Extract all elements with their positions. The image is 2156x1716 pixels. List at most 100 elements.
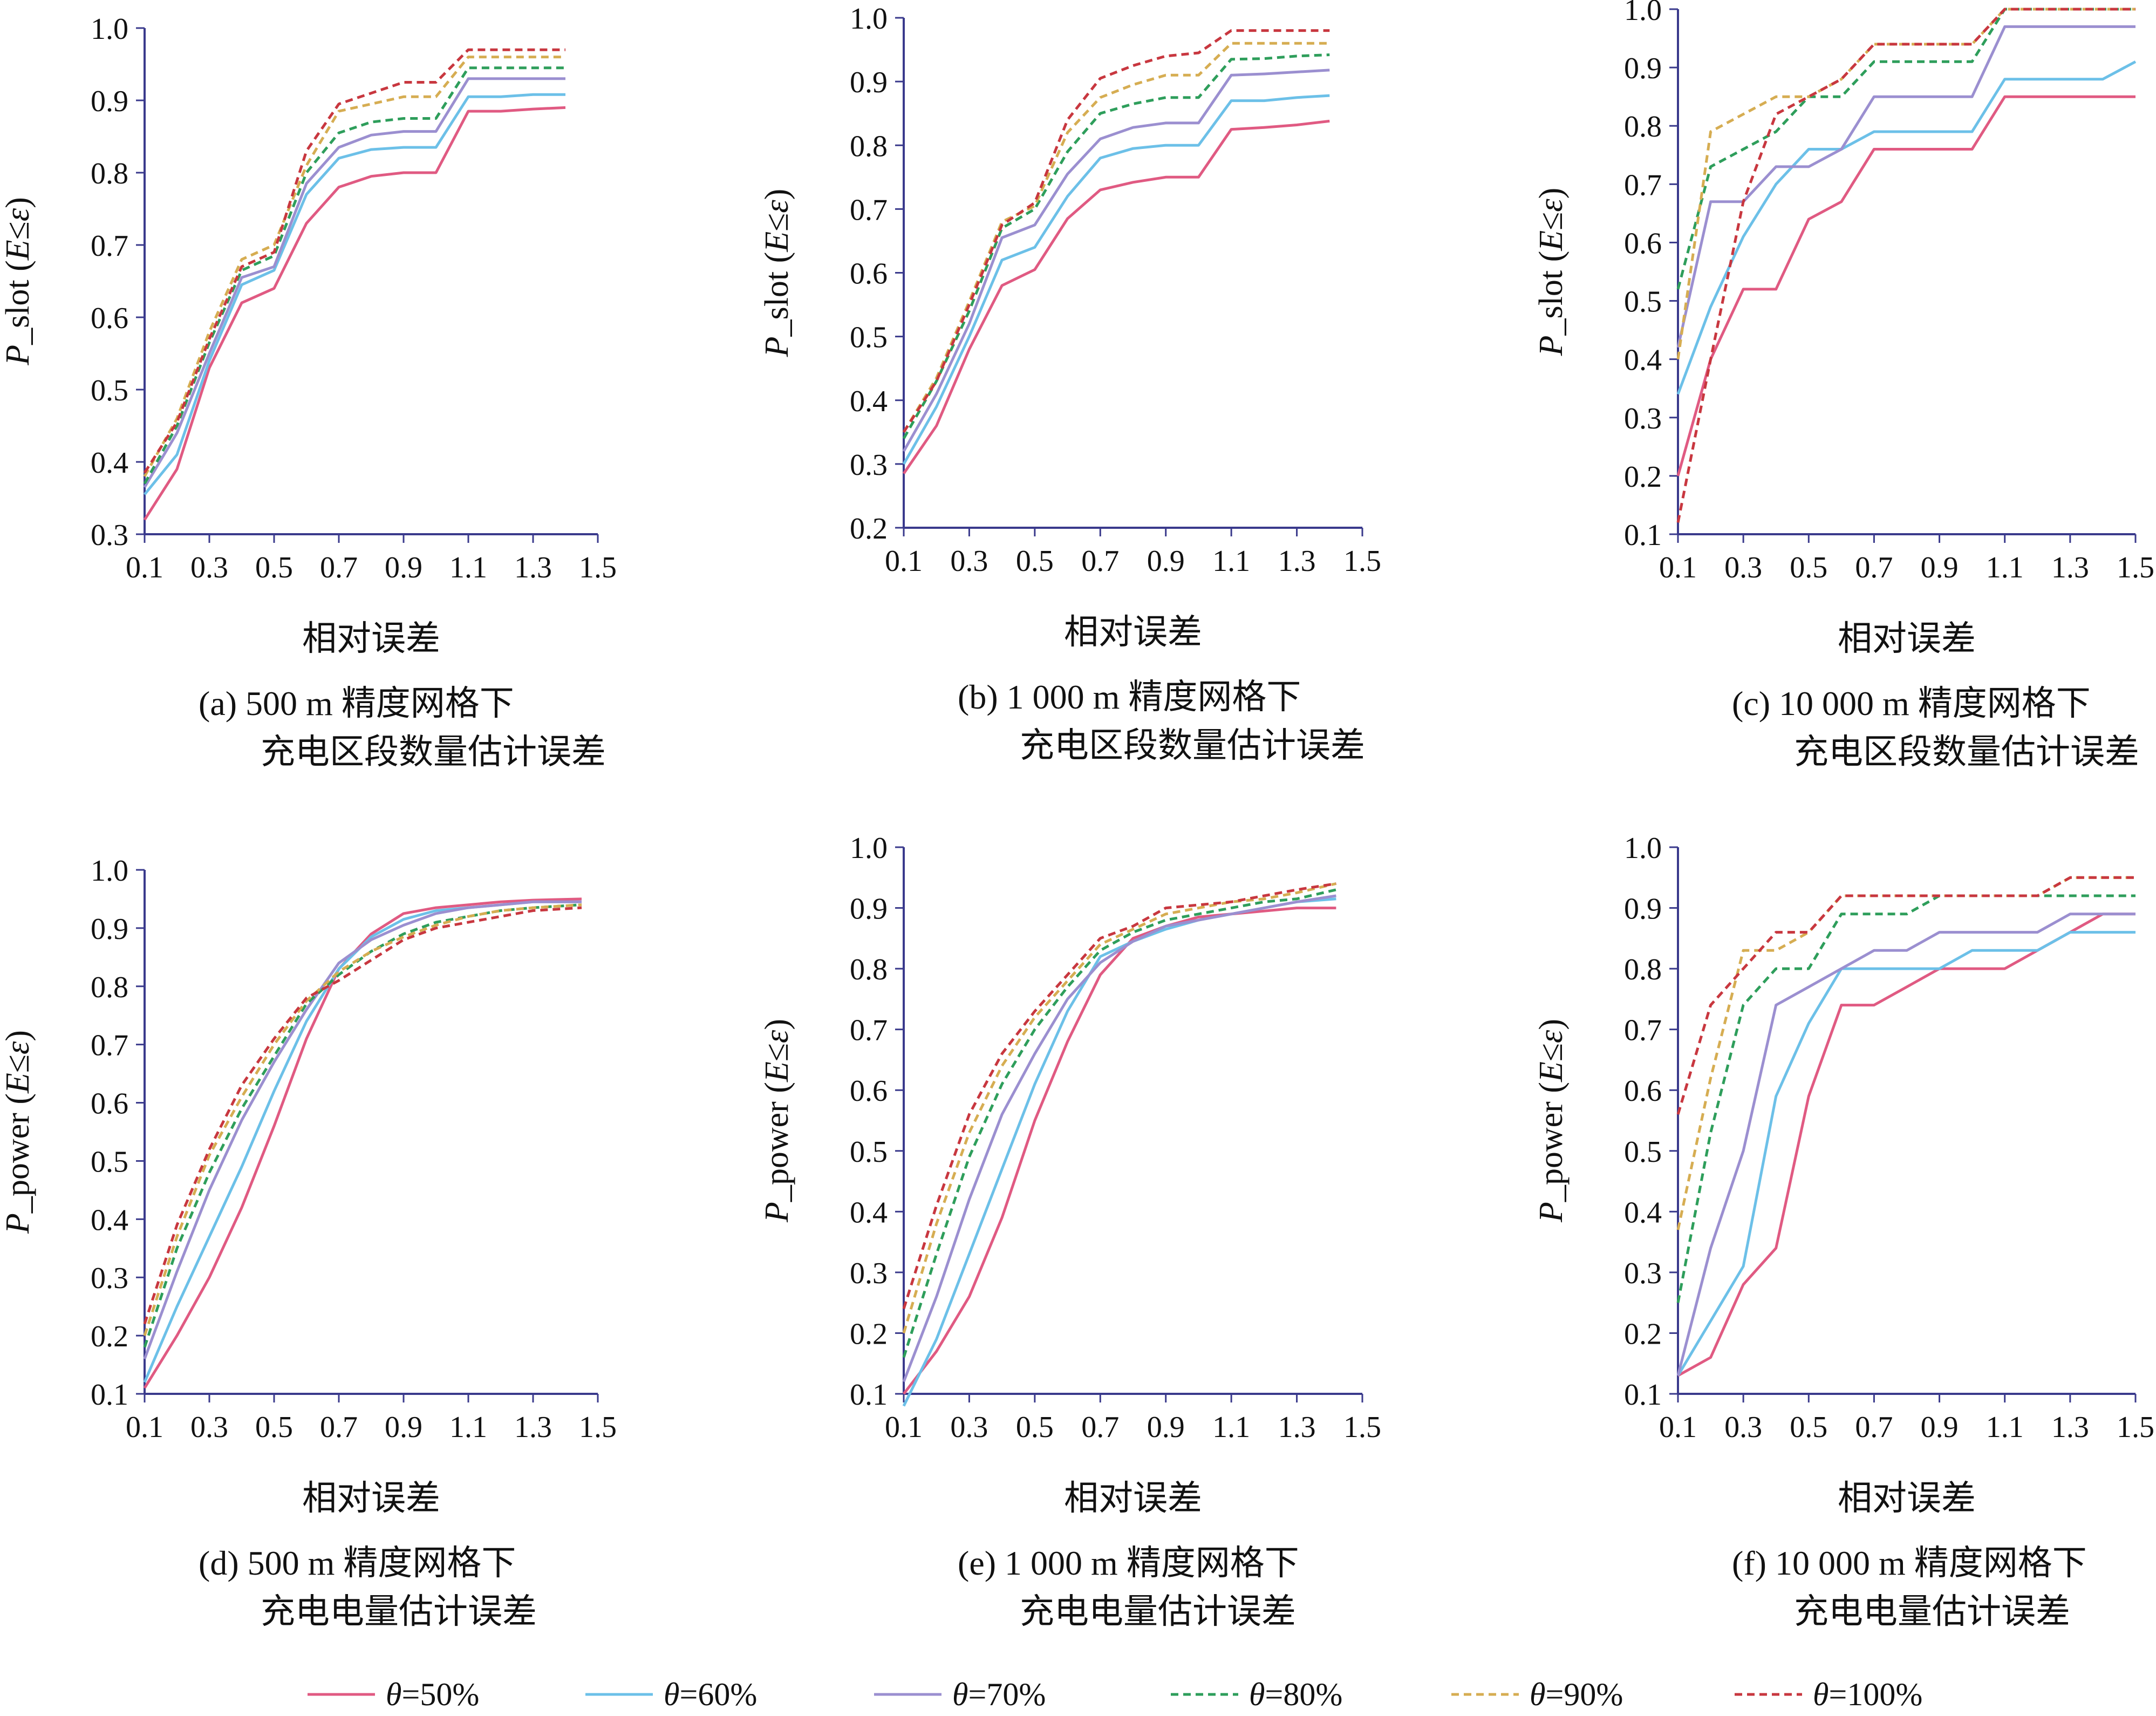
- x-tick-label: 0.7: [320, 551, 358, 584]
- y-axis-title-part: ≤: [759, 1043, 795, 1061]
- y-axis-title-part: E: [0, 1073, 36, 1094]
- y-axis-title-part: ≤: [0, 221, 36, 240]
- y-tick-label: 1.0: [91, 12, 128, 46]
- y-tick-label: 0.7: [850, 1014, 888, 1047]
- series-line-theta-90: [902, 882, 1336, 1334]
- x-tick-label: 0.9: [1921, 1411, 1959, 1444]
- chart-panel-d: 0.1 0.2 0.3 0.4 0.5 0.6 0.7 0.8 0.9 1.0 0.1 0.3 0.5 0…: [0, 854, 617, 1631]
- x-tick-label: 1.3: [514, 1411, 552, 1444]
- x-tick-label: 1.3: [1278, 1411, 1316, 1444]
- legend-value: =80%: [1265, 1677, 1342, 1712]
- y-tick-label: 0.6: [850, 257, 888, 291]
- y-axis-title-part: P: [0, 345, 36, 366]
- x-tick-label: 1.5: [579, 1411, 617, 1444]
- y-tick-label: 0.5: [1624, 1135, 1662, 1169]
- y-axis-title-part: E: [0, 240, 36, 261]
- series-line-theta-80: [143, 903, 582, 1348]
- series-line-theta-70: [143, 77, 565, 488]
- y-tick-label: 0.6: [91, 1087, 128, 1121]
- y-axis-title-part: ε: [1533, 1030, 1570, 1043]
- y-tick-label: 0.2: [850, 512, 888, 546]
- y-tick-label: 1.0: [850, 2, 888, 36]
- x-tick-label: 0.9: [385, 1411, 422, 1444]
- y-axis-title-part: _power (: [0, 1093, 36, 1214]
- y-axis-title-part: _slot (: [0, 260, 36, 345]
- y-tick-label: 0.6: [1624, 1074, 1662, 1108]
- y-axis-title-part: ε: [0, 1041, 36, 1054]
- y-tick-label: 0.2: [1624, 460, 1662, 494]
- series-line-theta-60: [144, 93, 565, 495]
- series-line-theta-60: [902, 897, 1336, 1407]
- series-line-theta-80: [1676, 8, 2135, 290]
- caption-line-1: (c) 10 000 m 精度网格下: [1732, 684, 2091, 723]
- x-axis-title: 相对误差: [1838, 1479, 1976, 1517]
- x-tick-label: 0.3: [1724, 551, 1762, 584]
- legend-value: =90%: [1545, 1677, 1623, 1712]
- y-tick-label: 1.0: [1624, 832, 1662, 865]
- y-tick-label: 0.4: [91, 1203, 128, 1237]
- y-tick-label: 0.1: [1624, 519, 1662, 552]
- x-tick-label: 0.9: [1147, 544, 1185, 578]
- y-axis-title-part: E: [759, 231, 795, 253]
- x-axis-title: 相对误差: [302, 619, 440, 658]
- y-tick-label: 0.4: [850, 385, 888, 418]
- legend-value: =70%: [968, 1677, 1046, 1712]
- caption-line-2: 充电区段数量估计误差: [261, 733, 606, 771]
- y-tick-label: 0.3: [850, 1257, 888, 1290]
- y-axis-title-part: P: [759, 1202, 795, 1223]
- x-tick-label: 1.3: [1278, 544, 1316, 578]
- x-tick-label: 0.3: [1724, 1411, 1762, 1444]
- y-tick-label: 0.2: [1624, 1317, 1662, 1351]
- x-tick-label: 0.1: [126, 551, 163, 584]
- series-line-theta-50: [902, 119, 1330, 475]
- y-tick-label: 0.9: [1624, 893, 1662, 926]
- series-line-theta-60: [1676, 931, 2135, 1377]
- chart-panel-e: 0.1 0.2 0.3 0.4 0.5 0.6 0.7 0.8 0.9 1.0 0.1 0.3 0.5 0…: [759, 832, 1381, 1631]
- y-tick-label: 0.9: [850, 893, 888, 926]
- series-line-theta-50: [903, 907, 1336, 1395]
- legend-symbol: θ: [1249, 1677, 1265, 1712]
- y-tick-label: 0.5: [850, 321, 888, 355]
- x-tick-label: 0.9: [385, 551, 422, 584]
- y-axis-title-part: P: [1533, 1202, 1570, 1223]
- legend-label: θ=50%: [386, 1677, 479, 1712]
- y-tick-label: 0.8: [1624, 953, 1662, 986]
- legend: θ=50% θ=60% θ=70% θ=80% θ=90% θ=100%: [308, 1677, 1922, 1712]
- y-tick-label: 0.5: [91, 374, 128, 407]
- y-tick-label: 0.6: [1624, 227, 1662, 260]
- y-tick-label: 0.4: [91, 446, 128, 480]
- y-tick-label: 0.3: [1624, 1257, 1662, 1290]
- caption-line-2: 充电电量估计误差: [261, 1592, 537, 1631]
- y-tick-label: 0.9: [1624, 52, 1662, 85]
- y-tick-label: 0.3: [850, 448, 888, 482]
- y-axis-title-part: ): [759, 189, 795, 200]
- x-tick-label: 1.3: [514, 551, 552, 584]
- x-tick-label: 0.1: [1659, 551, 1697, 584]
- x-axis-title: 相对误差: [1064, 613, 1202, 651]
- y-axis-title-part: ε: [759, 1030, 795, 1043]
- legend-label: θ=80%: [1249, 1677, 1342, 1712]
- series-line-theta-100: [143, 906, 582, 1325]
- chart-panel-a: 0.30.40.50.60.70.80.91.00.1 0.3 0.5 0.7 0.9 1…: [0, 12, 617, 771]
- legend-value: =50%: [401, 1677, 479, 1712]
- y-axis-title-part: _power (: [1533, 1082, 1570, 1202]
- x-tick-label: 1.1: [449, 551, 487, 584]
- caption-line-1: (d) 500 m 精度网格下: [199, 1544, 516, 1582]
- y-tick-label: 0.9: [91, 913, 128, 946]
- x-tick-label: 1.1: [449, 1411, 487, 1444]
- y-tick-label: 0.8: [91, 971, 128, 1004]
- x-tick-label: 1.5: [2117, 1411, 2154, 1444]
- x-tick-label: 0.7: [1855, 551, 1893, 584]
- y-axis-title: P_power (E≤ε): [759, 1019, 795, 1223]
- legend-item: θ=90%: [1451, 1677, 1623, 1712]
- y-axis-title-part: ): [1533, 188, 1570, 199]
- x-tick-label: 0.1: [126, 1411, 163, 1444]
- x-tick-label: 0.7: [1855, 1411, 1893, 1444]
- legend-label: θ=90%: [1530, 1677, 1623, 1712]
- series-line-theta-90: [902, 42, 1330, 433]
- chart-panel-f: 0.1 0.2 0.3 0.4 0.5 0.6 0.7 0.8 0.9 1.0 0.1 0.3 0.5 0…: [1533, 832, 2154, 1631]
- y-tick-label: 0.3: [1624, 402, 1662, 435]
- series-line-theta-70: [902, 69, 1330, 452]
- x-tick-label: 0.5: [255, 1411, 293, 1444]
- y-tick-label: 0.3: [91, 519, 128, 552]
